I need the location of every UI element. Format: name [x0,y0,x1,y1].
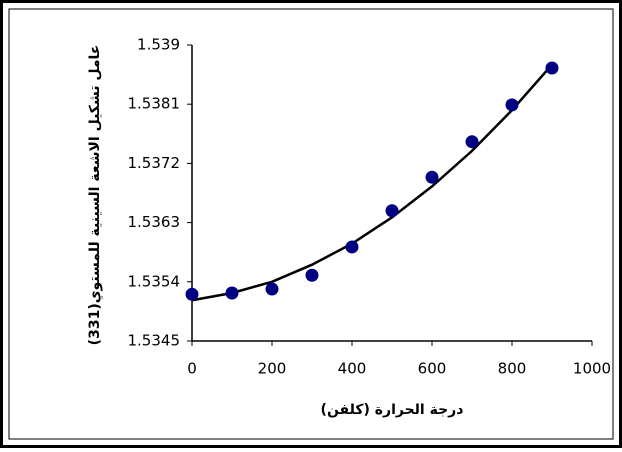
y-tick-label: 1.5381 [128,95,181,113]
y-tick-label: 1.5345 [128,332,181,350]
data-point [425,170,439,184]
chart-border [8,8,614,440]
y-tick-label: 1.539 [137,36,180,54]
data-point [185,287,199,301]
fit-curve [191,63,553,302]
data-point [345,240,359,254]
data-point [545,61,559,75]
data-point [385,204,399,218]
y-tick-label: 1.5363 [128,213,181,231]
x-axis-label: درجة الحرارة (كلفن) [321,402,464,418]
data-point [305,268,319,282]
x-tick-label: 400 [338,360,367,378]
x-tick-label: 800 [498,360,527,378]
x-tick-label: 600 [418,360,447,378]
x-tick-label: 200 [258,360,287,378]
data-point [505,98,519,112]
data-point [265,282,279,296]
x-tick-label: 1000 [573,360,611,378]
data-point [465,135,479,149]
data-point [225,286,239,300]
y-axis-label: عامل تشكيل الاشعة السينية للمستوي(331) [87,45,104,346]
x-tick-label: 0 [187,360,197,378]
y-tick-label: 1.5372 [128,154,181,172]
y-tick-label: 1.5354 [128,272,181,290]
